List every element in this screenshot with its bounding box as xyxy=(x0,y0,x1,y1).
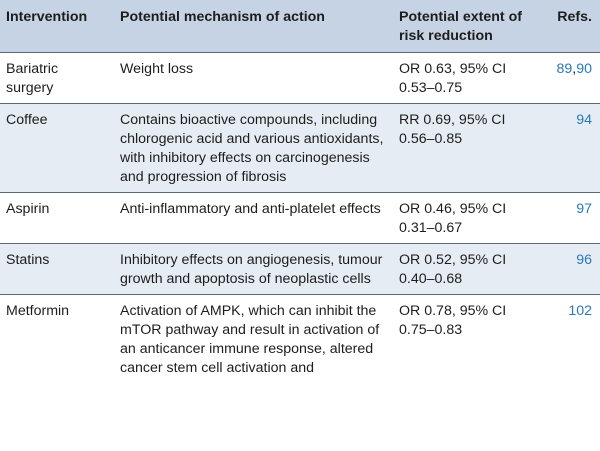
cell-extent: OR 0.63, 95% CI 0.53–0.75 xyxy=(391,52,542,104)
cell-refs: 89,90 xyxy=(542,52,600,104)
table-row: Metformin Activation of AMPK, which can … xyxy=(0,295,600,384)
ref-link[interactable]: 97 xyxy=(576,201,592,217)
cell-extent: RR 0.69, 95% CI 0.56–0.85 xyxy=(391,103,542,193)
cell-mechanism: Inhibitory effects on angiogenesis, tumo… xyxy=(112,243,391,295)
ref-link[interactable]: 94 xyxy=(576,112,592,128)
cell-refs: 102 xyxy=(542,295,600,384)
cell-refs: 96 xyxy=(542,243,600,295)
table-header-row: Intervention Potential mechanism of acti… xyxy=(0,0,600,53)
header-refs: Refs. xyxy=(542,0,600,53)
ref-link[interactable]: 90 xyxy=(576,61,592,77)
cell-intervention: Aspirin xyxy=(0,192,112,244)
table-row: Statins Inhibitory effects on angiogenes… xyxy=(0,243,600,295)
table-row: Bariatric surgery Weight loss OR 0.63, 9… xyxy=(0,52,600,104)
cell-extent: OR 0.46, 95% CI 0.31–0.67 xyxy=(391,192,542,244)
cell-intervention: Statins xyxy=(0,243,112,295)
cell-mechanism: Activation of AMPK, which can inhibit th… xyxy=(120,303,380,376)
ref-separator: , xyxy=(572,61,577,77)
cell-extent: OR 0.78, 95% CI 0.75–0.83 xyxy=(399,303,507,338)
header-extent: Potential extent of risk reduction xyxy=(391,0,542,53)
cell-refs: 94 xyxy=(542,103,600,193)
cell-refs: 97 xyxy=(542,192,600,244)
ref-link[interactable]: 89 xyxy=(556,61,573,77)
header-mechanism: Potential mechanism of action xyxy=(112,0,391,53)
table-row: Coffee Contains bioactive compounds, inc… xyxy=(0,103,600,193)
cell-intervention: Coffee xyxy=(0,103,112,193)
cell-mechanism: Contains bioactive compounds, including … xyxy=(112,103,391,193)
header-intervention: Intervention xyxy=(0,0,112,53)
cell-mechanism: Weight loss xyxy=(112,52,391,104)
cell-mechanism: Anti-inflammatory and anti-platelet effe… xyxy=(112,192,391,244)
table-row: Aspirin Anti-inflammatory and anti-plate… xyxy=(0,192,600,244)
cell-extent: OR 0.52, 95% CI 0.40–0.68 xyxy=(391,243,542,295)
ref-link[interactable]: 96 xyxy=(576,252,592,268)
cell-intervention: Metformin xyxy=(6,303,70,319)
cell-intervention: Bariatric surgery xyxy=(0,52,112,104)
ref-link[interactable]: 102 xyxy=(568,303,592,319)
risk-reduction-table: Intervention Potential mechanism of acti… xyxy=(0,0,600,384)
